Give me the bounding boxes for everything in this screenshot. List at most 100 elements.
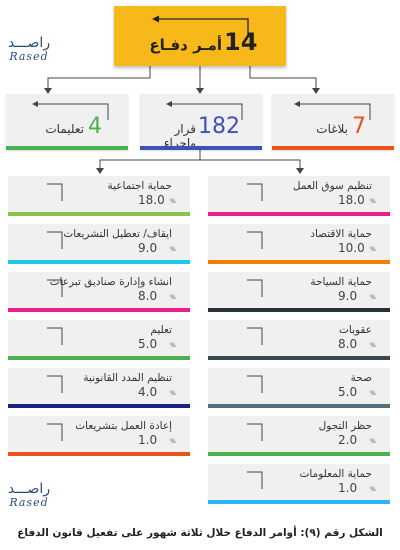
corner-bracket-icon [47,423,63,441]
item-label: تنظيم المدد القانونية [83,372,172,384]
item-label: حماية اجتماعية [107,180,172,192]
right-item-card: صحة 5.0 % [208,368,390,408]
category-label: تعليمات [45,122,84,136]
brand-logo-bottom: راصـــد Rased [0,482,58,509]
item-value: 1.0 [138,433,158,447]
corner-bracket-icon [47,279,63,297]
item-label: حماية السياحة [310,276,372,288]
brand-logo-top: راصـــد Rased [0,36,58,63]
corner-bracket-icon [32,101,109,120]
brand-latin: Rased [9,496,49,509]
item-value: 2.0 [338,433,358,447]
corner-bracket-icon [47,183,63,201]
percent-sign: % [370,486,376,493]
item-value: 5.0 [138,337,158,351]
right-item-card: عقوبات 8.0 % [208,320,390,360]
item-color-bar [8,356,190,360]
percent-sign: % [370,294,376,301]
right-item-card: حماية السياحة 9.0 % [208,272,390,312]
item-value: 10.0 [338,241,365,255]
item-color-bar [8,260,190,264]
brand-arabic: راصـــد [7,481,51,497]
item-color-bar [208,500,390,504]
percent-sign: % [170,342,176,349]
item-label: إعادة العمل بتشريعات [75,420,172,432]
item-value: 4.0 [138,385,158,399]
figure-caption: الشكل رقم (٩): أوامر الدفاع خلال ثلاثة ش… [17,527,383,539]
item-label: حماية الاقتصاد [310,228,372,240]
total-orders-value: 14 [224,28,258,56]
percent-sign: % [370,246,376,253]
category-color-bar [272,146,394,150]
corner-bracket-icon [247,375,263,393]
corner-bracket-icon [47,327,63,345]
category-label: بلاغات [316,122,348,136]
category-color-bar [140,146,262,150]
left-item-card: ايقاف/ تعطيل التشريعات 9.0 % [8,224,190,264]
category-decisions-box: 182 قرار وإجراء [140,94,262,150]
right-item-card: حماية الاقتصاد 10.0 % [208,224,390,264]
category-value: 7 [352,114,366,139]
item-value: 18.0 [338,193,365,207]
brand-arabic: راصـــد [7,35,51,51]
right-item-card: حظر التجول 2.0 % [208,416,390,456]
right-item-card: تنظيم سوق العمل 18.0 % [208,176,390,216]
corner-bracket-icon [247,279,263,297]
category-color-bar [6,146,128,150]
item-value: 18.0 [138,193,165,207]
item-color-bar [208,356,390,360]
percent-sign: % [170,294,176,301]
item-value: 9.0 [338,289,358,303]
item-label: انشاء وإدارة صناديق تبرعات [49,276,172,288]
corner-bracket-icon [152,15,249,37]
corner-bracket-icon [247,231,263,249]
item-color-bar [8,452,190,456]
percent-sign: % [370,198,376,205]
item-label: عقوبات [338,324,372,336]
corner-bracket-icon [247,423,263,441]
corner-bracket-icon [47,231,63,249]
corner-bracket-icon [47,375,63,393]
left-item-card: تنظيم المدد القانونية 4.0 % [8,368,190,408]
item-label: حظر التجول [318,420,372,432]
percent-sign: % [170,438,176,445]
item-color-bar [8,404,190,408]
item-value: 1.0 [338,481,358,495]
item-value: 9.0 [138,241,158,255]
corner-bracket-icon [247,327,263,345]
left-item-card: إعادة العمل بتشريعات 1.0 % [8,416,190,456]
percent-sign: % [370,342,376,349]
total-orders-label: أمـر دفـاع [149,36,222,54]
total-defense-orders-box: 14 أمـر دفـاع [114,6,286,66]
category-value: 182 [198,114,240,139]
corner-bracket-icon [247,183,263,201]
item-color-bar [208,452,390,456]
item-color-bar [8,212,190,216]
percent-sign: % [170,198,176,205]
brand-latin: Rased [9,50,49,63]
percent-sign: % [370,390,376,397]
item-color-bar [208,404,390,408]
item-label: حماية المعلومات [299,468,372,480]
category-instructions-box: 4 تعليمات [6,94,128,150]
percent-sign: % [170,246,176,253]
category-notices-box: 7 بلاغات [272,94,394,150]
left-item-card: حماية اجتماعية 18.0 % [8,176,190,216]
item-label: صحة [350,372,372,384]
item-label: تنظيم سوق العمل [292,180,372,192]
item-color-bar [8,308,190,312]
item-label: تعليم [150,324,172,336]
item-value: 5.0 [338,385,358,399]
percent-sign: % [370,438,376,445]
left-item-card: انشاء وإدارة صناديق تبرعات 8.0 % [8,272,190,312]
item-color-bar [208,212,390,216]
item-color-bar [208,260,390,264]
item-label: ايقاف/ تعطيل التشريعات [63,228,172,240]
corner-bracket-icon [166,101,243,120]
left-item-card: تعليم 5.0 % [8,320,190,360]
corner-bracket-icon [294,101,371,120]
item-value: 8.0 [138,289,158,303]
item-value: 8.0 [338,337,358,351]
percent-sign: % [170,390,176,397]
